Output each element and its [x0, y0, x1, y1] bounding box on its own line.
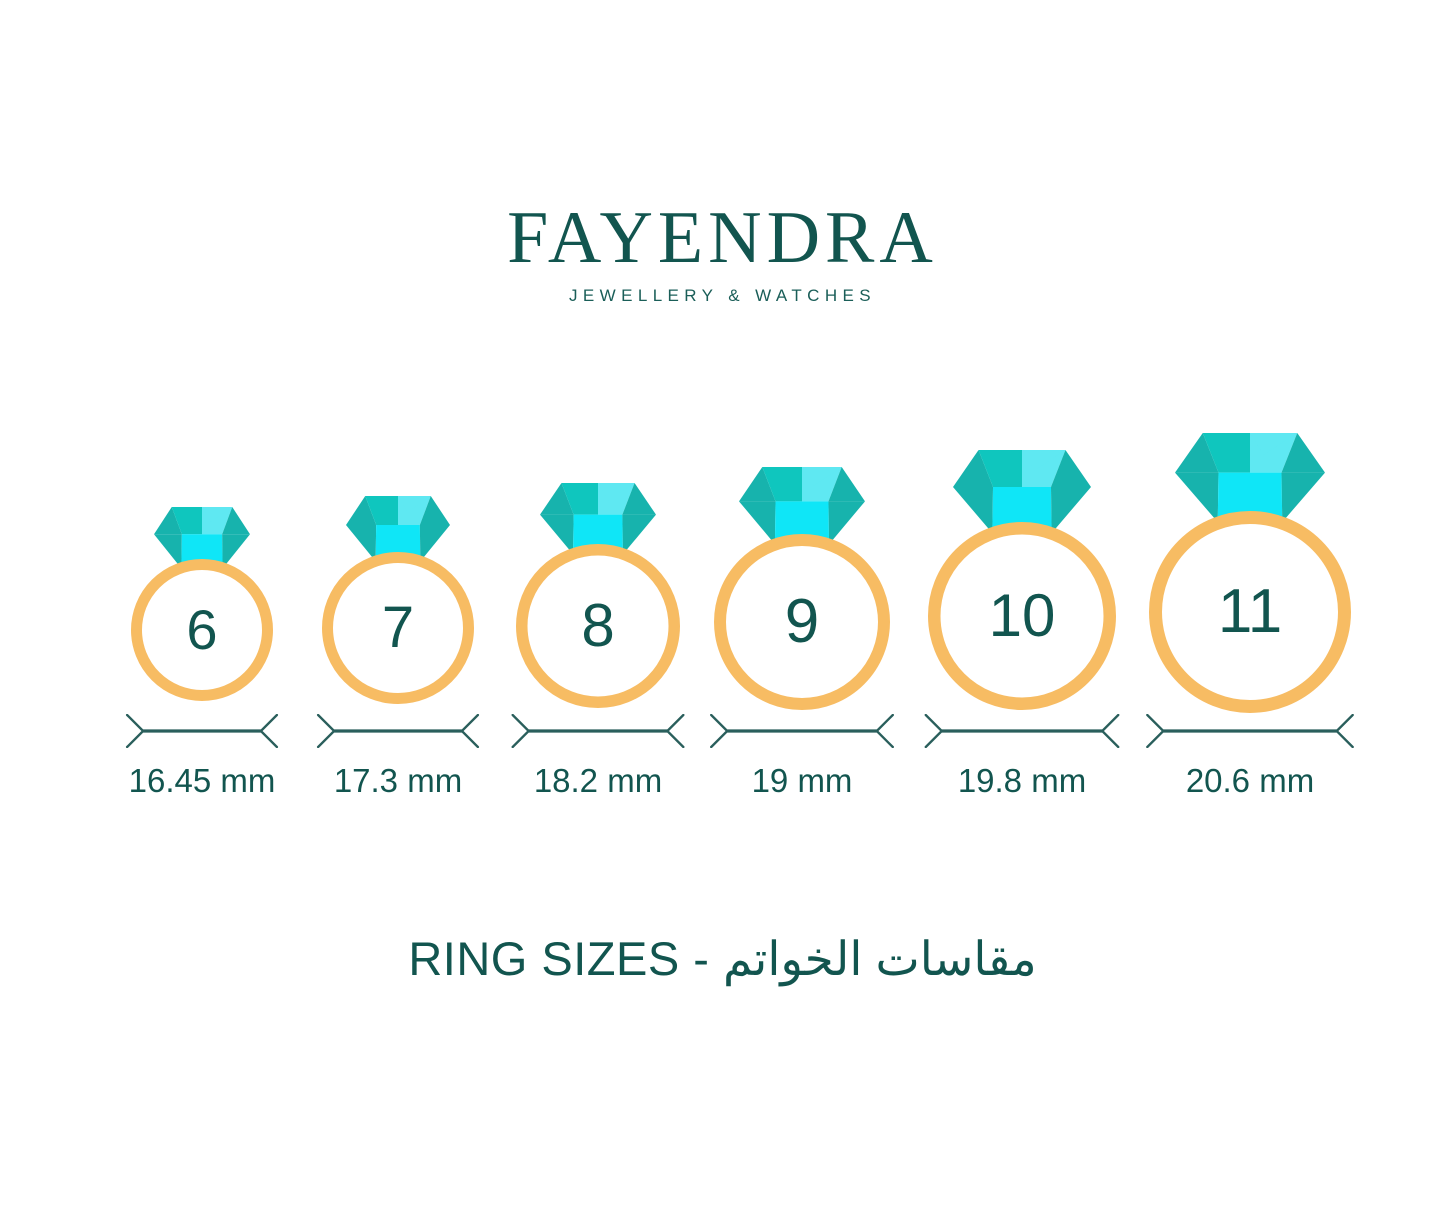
ring-size-number: 10: [988, 582, 1056, 649]
diameter-label: 19.8 mm: [957, 762, 1087, 799]
chart-title: RING SIZES - مقاسات الخواتم: [0, 928, 1445, 990]
ring-size-number: 6: [186, 598, 218, 661]
dimension-arrow: [511, 714, 686, 748]
ring-band: [714, 534, 890, 710]
brand-name: FAYENDRA: [507, 197, 938, 279]
diameter-label: 20.6 mm: [1185, 762, 1315, 799]
ring-band: [516, 544, 680, 708]
chart-title-text: RING SIZES - مقاسات الخواتم: [408, 932, 1037, 985]
diameter-label: 17.3 mm: [333, 762, 463, 799]
diameter-label: 16.45 mm: [128, 762, 276, 799]
dimension-arrow: [709, 714, 895, 748]
ring-size-row: 6 16.45 mm 7 17.3 mm: [0, 433, 1445, 820]
ring-size-number: 11: [1217, 577, 1283, 646]
ring-size-number: 7: [381, 595, 415, 660]
dimension-arrow: [1145, 714, 1354, 748]
ring-band: [928, 522, 1116, 710]
dimension-arrow: [125, 714, 279, 748]
ring-band: [322, 552, 474, 704]
diamond-gem-icon: [953, 449, 1091, 539]
diamond-gem-icon: [1175, 433, 1325, 528]
ring-size-number: 8: [581, 592, 615, 659]
diameter-label: 19 mm: [751, 762, 853, 799]
brand-tagline: JEWELLERY & WATCHES: [569, 286, 876, 305]
diameter-label: 18.2 mm: [533, 762, 663, 799]
diamond-gem-icon: [739, 467, 865, 550]
diamond-gem-icon: [540, 482, 656, 560]
ring-band: [131, 559, 273, 701]
brand-logo: FAYENDRA JEWELLERY & WATCHES: [0, 196, 1445, 306]
dimension-arrow: [316, 714, 480, 748]
dimension-arrow: [924, 714, 1121, 748]
ring-band: [1149, 511, 1351, 713]
ring-size-number: 9: [784, 587, 820, 656]
